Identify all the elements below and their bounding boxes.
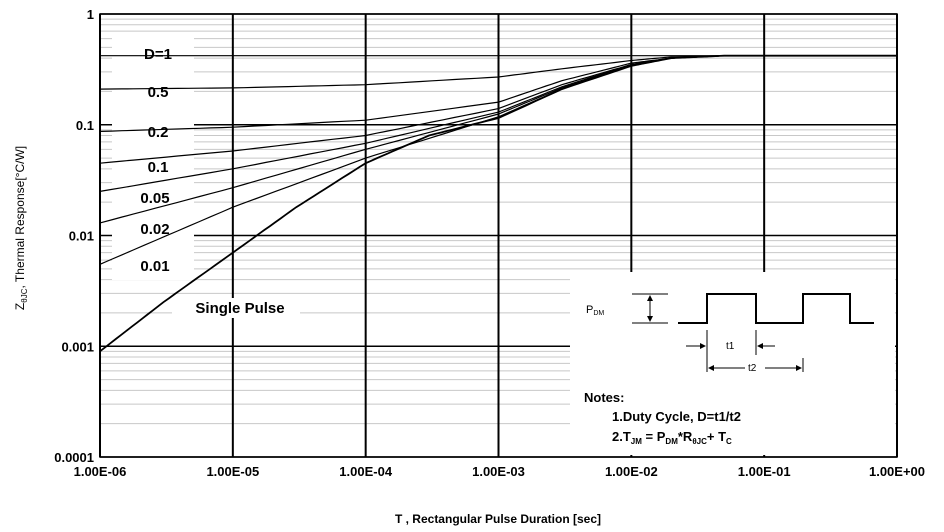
pdm-arrow-up-icon (647, 295, 653, 301)
y-axis-title: ZθJC, Thermal Response[°C/W] (13, 146, 29, 310)
note2-c-sub: θJC (692, 437, 707, 446)
t2-label-bg (745, 360, 765, 373)
pulse-waveform (678, 293, 874, 324)
pulse-inset: PDM t1 t2 Notes: 1.Duty Cycle, D=t1/t2 2… (570, 272, 895, 455)
note2-b: = P (642, 429, 666, 444)
inset-pdm-sub: DM (593, 310, 604, 317)
note2-a-sub: JM (631, 437, 642, 446)
curve-single-pulse (99, 54, 897, 353)
note2-c: *R (678, 429, 693, 444)
y-tick-labels: 0.0001 0.001 0.01 0.1 1 (54, 7, 94, 465)
x-axis-title: T , Rectangular Pulse Duration [sec] (395, 512, 601, 526)
x-tick-label: 1.00E-01 (738, 464, 791, 479)
single-pulse-label-bg (172, 298, 300, 318)
y-tick-label: 0.0001 (54, 450, 94, 465)
t1-label: t1 (726, 341, 735, 352)
curve-label-0-05: 0.05 (140, 190, 169, 207)
plot-frame (99, 13, 898, 458)
pdm-arrow-down-icon (647, 316, 653, 322)
curve-label-d-1: D=1 (144, 46, 172, 63)
x-tick-label: 1.00E-04 (339, 464, 393, 479)
x-tick-labels: 1.00E-06 1.00E-05 1.00E-04 1.00E-03 1.00E-02… (74, 464, 925, 479)
curve-label-0-01: 0.01 (140, 258, 169, 275)
x-tick-label: 1.00E-06 (74, 464, 127, 479)
note2-a: 2.T (612, 429, 631, 444)
x-tick-label: 1.00E+00 (869, 464, 925, 479)
t1-arrow-left-icon (700, 343, 706, 349)
y-tick-label: 0.1 (76, 118, 94, 133)
x-tick-label: 1.00E-03 (472, 464, 525, 479)
note2-b-sub: DM (665, 437, 678, 446)
t1-arrow-right-icon (757, 343, 763, 349)
y-axis-title-rest: , Thermal Response[°C/W] (13, 146, 27, 289)
y-axis-title-sub: θJC (20, 288, 29, 302)
curve-labels: D=1 0.5 0.2 0.1 0.05 0.02 0.01 Single Pulse (140, 46, 300, 318)
y-tick-label: 0.01 (69, 229, 94, 244)
curve-label-0-1: 0.1 (148, 159, 169, 176)
t2-arrow-right-icon (796, 365, 802, 371)
y-axis-title-main: Z (13, 303, 27, 310)
t2-label: t2 (748, 363, 757, 374)
inset-pdm-main: P (586, 304, 593, 316)
y-tick-label: 1 (87, 7, 94, 22)
curve-label-0-5: 0.5 (148, 84, 169, 101)
x-tick-label: 1.00E-02 (605, 464, 658, 479)
x-tick-label: 1.00E-05 (206, 464, 259, 479)
curves (99, 54, 897, 353)
curve-label-0-02: 0.02 (140, 221, 169, 238)
notes-title: Notes: (584, 390, 624, 405)
note-junction-temp: 2.TJM = PDM*RθJC+ TC (612, 429, 732, 446)
y-tick-label: 0.001 (61, 339, 94, 354)
curve-label-single-pulse: Single Pulse (195, 300, 284, 317)
inset-background (570, 272, 895, 455)
note2-d: + T (707, 429, 726, 444)
curve-label-0-2: 0.2 (148, 124, 169, 141)
t2-arrow-left-icon (708, 365, 714, 371)
inset-pdm-label: PDM (586, 304, 604, 317)
note-duty-cycle: 1.Duty Cycle, D=t1/t2 (612, 409, 741, 424)
note2-d-sub: C (726, 437, 732, 446)
